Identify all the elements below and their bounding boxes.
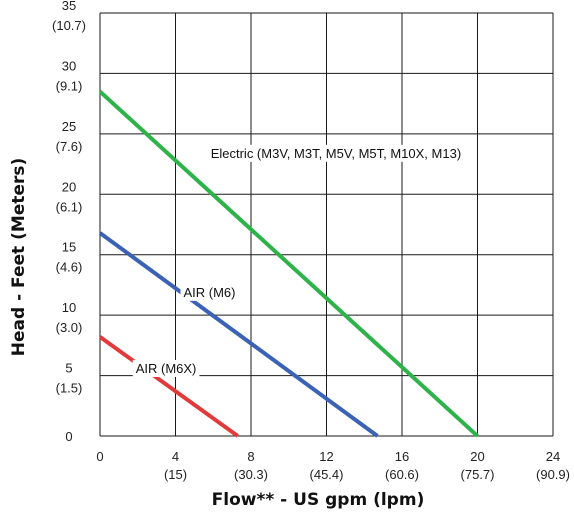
series-label-3: AIR (M6X) <box>136 361 197 376</box>
x-tick-label: 16 <box>395 449 409 464</box>
y-tick-label-meters: (9.1) <box>56 78 83 93</box>
x-tick-label: 8 <box>247 449 254 464</box>
y-tick-label-meters: (4.6) <box>56 260 83 275</box>
tick-labels: 0 4 (15) 8 (30.3) 12 (45.4) 16 (60.6) 20 (75.7) 24 (… <box>52 0 570 482</box>
series-lines <box>98 90 479 438</box>
y-tick-label: 15 <box>62 240 76 255</box>
y-tick-label: 10 <box>62 300 76 315</box>
y-tick-label-meters: (10.7) <box>52 18 86 33</box>
x-tick-label-lpm: (15) <box>164 467 187 482</box>
x-tick-label-lpm: (30.3) <box>234 467 268 482</box>
series-label-background <box>132 359 200 377</box>
x-tick-label: 4 <box>172 449 179 464</box>
x-tick-label-lpm: (60.6) <box>385 467 419 482</box>
series-label-1: Electric (M3V, M3T, M5V, M5T, M10X, M13) <box>211 146 461 161</box>
y-tick-label: 25 <box>62 119 76 134</box>
series-label-2: AIR (M6) <box>183 285 235 300</box>
x-tick-label-lpm: (90.9) <box>536 467 570 482</box>
x-axis-title: Flow** - US gpm (lpm) <box>212 490 425 510</box>
y-tick-label-meters: (6.1) <box>56 199 83 214</box>
y-tick-label-meters: (1.5) <box>56 381 83 396</box>
y-tick-label-meters: (7.6) <box>56 139 83 154</box>
x-tick-label: 20 <box>470 449 484 464</box>
series-line-3 <box>98 335 239 438</box>
series-label-background <box>180 283 239 301</box>
x-tick-label: 12 <box>319 449 333 464</box>
y-tick-label: 0 <box>65 429 72 444</box>
series-line-1 <box>98 90 479 438</box>
x-tick-label: 0 <box>96 449 103 464</box>
x-tick-label-lpm: (45.4) <box>310 467 344 482</box>
y-tick-label-meters: (3.0) <box>56 320 83 335</box>
series-labels: Electric (M3V, M3T, M5V, M5T, M10X, M13)… <box>132 144 465 377</box>
y-axis-title: Head - Feet (Meters) <box>9 158 29 356</box>
y-tick-label: 35 <box>62 0 76 13</box>
grid <box>99 12 554 437</box>
x-tick-label-lpm: (75.7) <box>461 467 495 482</box>
y-tick-label: 5 <box>65 361 72 376</box>
series-line-2 <box>98 231 379 438</box>
x-tick-label: 24 <box>546 449 560 464</box>
y-tick-label: 20 <box>62 179 76 194</box>
series-label-background <box>207 144 465 162</box>
y-tick-label: 30 <box>62 58 76 73</box>
